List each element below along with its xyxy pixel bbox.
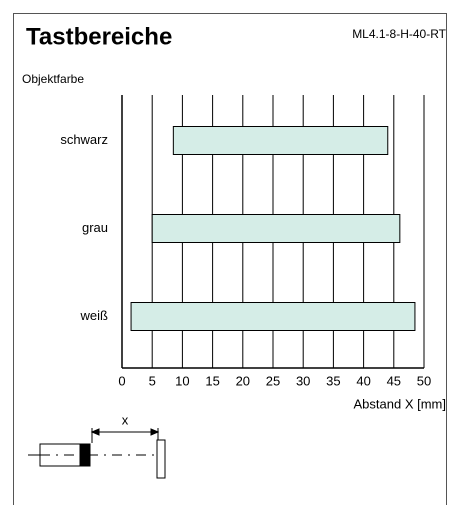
x-tick-label: 0 [118,373,125,388]
x-tick-label: 45 [387,373,401,388]
x-tick-label: 20 [236,373,250,388]
x-axis-label: Abstand X [mm] [354,396,446,411]
x-tick-label: 35 [326,373,340,388]
frame [13,13,447,505]
y-axis-label: Objektfarbe [22,72,84,86]
x-tick-label: 5 [149,373,156,388]
bar [130,302,416,331]
diagram-label: x [122,412,129,427]
x-tick-label: 50 [417,373,431,388]
x-tick-label: 30 [296,373,310,388]
y-tick-label: schwarz [60,132,108,147]
x-tick-label: 15 [205,373,219,388]
bar [172,126,389,155]
chart-subtitle: ML4.1-8-H-40-RT [352,27,446,41]
x-tick-label: 10 [175,373,189,388]
y-tick-label: weiß [80,308,109,323]
chart-title: Tastbereiche [26,23,172,50]
bar [151,214,401,243]
sensor-diagram [28,428,166,479]
x-tick-label: 40 [356,373,370,388]
x-tick-label: 25 [266,373,280,388]
y-tick-label: grau [82,220,108,235]
